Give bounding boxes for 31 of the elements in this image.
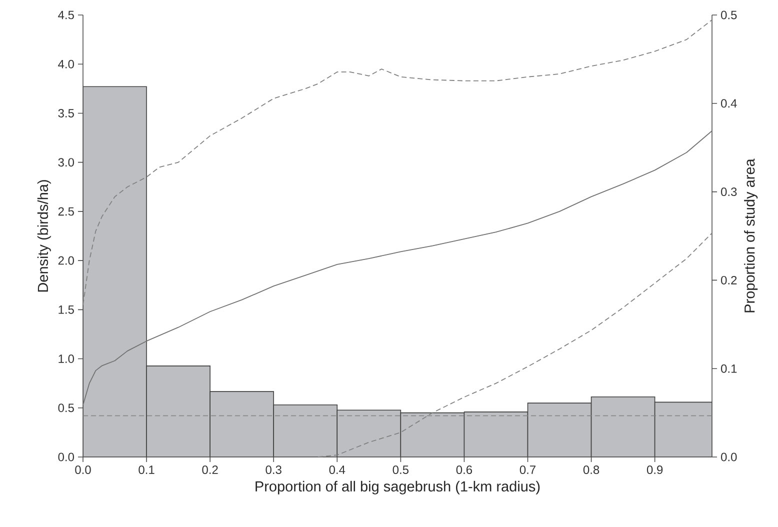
x-axis-title: Proportion of all big sagebrush (1-km radius) — [256, 480, 540, 494]
x-tick-label: 0.8 — [583, 466, 600, 474]
y2-tick-label: 0.1 — [721, 364, 737, 373]
y2-tick-label: 0.5 — [721, 10, 737, 20]
x-tick-label: 0.3 — [266, 466, 282, 474]
x-tick-label: 0.2 — [202, 466, 218, 474]
y2-tick-label: 0.0 — [721, 452, 737, 462]
x-tick-label: 0.1 — [138, 466, 154, 474]
line-series — [83, 130, 712, 406]
line-series — [83, 19, 712, 306]
y2-axis-title: Proportion of study area — [744, 158, 758, 312]
y-tick-label: 3.5 — [58, 108, 74, 118]
y-tick-label: 1.5 — [58, 305, 74, 314]
x-tick-label: 0.6 — [456, 466, 472, 474]
y2-tick-label: 0.3 — [721, 188, 737, 196]
y-axis-title: Density (birds/ha) — [37, 180, 51, 292]
y-tick-label: 3.0 — [58, 158, 74, 167]
x-tick-label: 0.7 — [520, 466, 536, 474]
y-tick-label: 2.0 — [58, 256, 74, 265]
x-tick-label: 0.4 — [329, 466, 346, 474]
y-tick-label: 2.5 — [58, 207, 74, 216]
x-tick-label: 0.0 — [75, 466, 91, 474]
y-tick-label: 0.5 — [58, 404, 74, 412]
y-tick-label: 4.5 — [58, 10, 74, 20]
y2-tick-label: 0.4 — [721, 99, 737, 108]
y-tick-label: 4.0 — [58, 60, 74, 68]
y2-tick-label: 0.2 — [721, 276, 737, 284]
y-tick-label: 0.0 — [58, 452, 74, 462]
x-tick-label: 0.9 — [646, 466, 663, 474]
y-tick-label: 1.0 — [58, 354, 74, 364]
x-tick-label: 0.5 — [392, 466, 409, 474]
